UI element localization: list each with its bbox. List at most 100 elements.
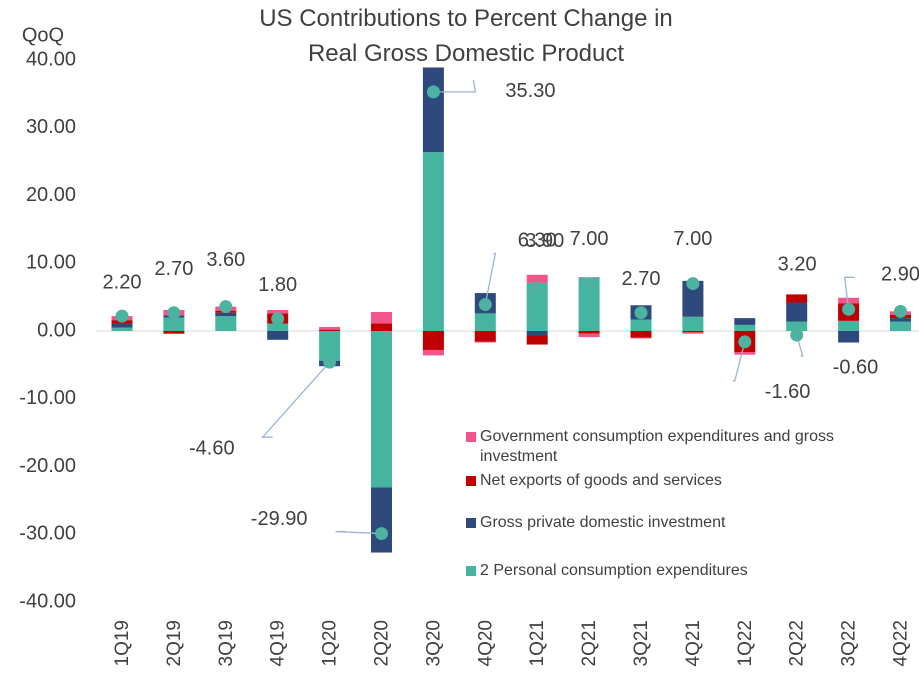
bar-segment bbox=[422, 331, 444, 350]
bar-segment bbox=[163, 317, 185, 331]
leader-line bbox=[335, 530, 382, 535]
bar-segment bbox=[578, 333, 600, 338]
leader-line bbox=[433, 79, 477, 93]
total-label: 2.20 bbox=[103, 271, 142, 293]
total-label: -1.60 bbox=[765, 381, 811, 403]
bar-segment bbox=[215, 312, 237, 317]
bar-segment bbox=[890, 321, 911, 331]
x-tick-label: 2Q20 bbox=[372, 620, 393, 666]
x-tick-label: 4Q19 bbox=[268, 620, 289, 666]
x-tick-label: 1Q19 bbox=[112, 620, 133, 666]
total-label: -29.90 bbox=[251, 508, 308, 530]
bar-segment bbox=[734, 324, 756, 331]
total-dot bbox=[426, 85, 440, 99]
x-tick-label: 3Q22 bbox=[839, 620, 860, 666]
x-tick-label: 3Q21 bbox=[631, 620, 652, 666]
bar-segment bbox=[682, 332, 704, 334]
chart-title: US Contributions to Percent Change in Rea… bbox=[259, 5, 673, 67]
bar-segment bbox=[474, 331, 496, 342]
legend-swatch bbox=[466, 476, 476, 486]
legend-swatch bbox=[466, 566, 476, 576]
legend-label: Government consumption expenditures and … bbox=[480, 428, 834, 465]
total-label: 2.70 bbox=[154, 258, 193, 280]
x-tick-label: 3Q19 bbox=[216, 620, 237, 666]
legend-swatch bbox=[466, 518, 476, 528]
total-dot bbox=[323, 355, 337, 369]
y-tick-label: -40.00 bbox=[19, 590, 76, 612]
y-tick-label: -10.00 bbox=[19, 387, 76, 409]
total-label: 1.80 bbox=[258, 274, 297, 296]
bar-segment bbox=[890, 318, 911, 322]
bar-segment bbox=[526, 282, 548, 331]
y-tick-label: 20.00 bbox=[26, 184, 76, 206]
bar-segment bbox=[578, 278, 600, 331]
y-tick-label: -20.00 bbox=[19, 455, 76, 477]
bar-segment bbox=[371, 323, 392, 331]
legend-label: 2 Personal consumption expenditures bbox=[480, 562, 748, 579]
total-dot bbox=[842, 302, 856, 316]
bar-segment bbox=[319, 331, 341, 361]
total-label: 3.60 bbox=[206, 249, 245, 271]
total-label: -0.60 bbox=[833, 356, 879, 378]
bar-segment bbox=[682, 331, 704, 333]
bar-segment bbox=[422, 67, 444, 153]
bar-segment bbox=[682, 316, 704, 331]
bar-segment bbox=[319, 329, 341, 331]
total-dot bbox=[167, 306, 181, 320]
legend-label: Gross private domestic investment bbox=[480, 514, 726, 531]
y-tick-label: 40.00 bbox=[26, 48, 76, 70]
total-dot bbox=[790, 328, 804, 342]
x-tick-label: 2Q22 bbox=[787, 620, 808, 666]
total-label: 7.00 bbox=[673, 228, 712, 250]
y-tick-label: -30.00 bbox=[19, 523, 76, 545]
bar-segment bbox=[163, 331, 185, 334]
total-dot bbox=[894, 304, 907, 318]
total-dot bbox=[478, 298, 492, 312]
bar-segment bbox=[734, 352, 756, 355]
total-dot bbox=[219, 300, 233, 314]
bar-segment bbox=[838, 320, 860, 331]
bar-segment bbox=[371, 312, 392, 324]
total-dot bbox=[271, 312, 285, 326]
leader-line bbox=[796, 334, 804, 357]
bar-segment bbox=[267, 309, 289, 314]
legend-swatch bbox=[466, 432, 476, 442]
bar-segment bbox=[630, 319, 652, 331]
total-label: 3.90 bbox=[525, 230, 564, 252]
x-tick-label: 1Q22 bbox=[735, 620, 756, 666]
bar-segment bbox=[371, 331, 392, 488]
bar-segment bbox=[526, 335, 548, 345]
y-tick-label: 30.00 bbox=[26, 116, 76, 138]
bar-segment bbox=[422, 349, 444, 356]
bar-segment bbox=[111, 323, 133, 328]
bar-segment bbox=[578, 331, 600, 334]
bar-segment bbox=[526, 331, 548, 336]
y-tick-label: 10.00 bbox=[26, 252, 76, 274]
bar-segment bbox=[630, 331, 652, 338]
bar-segment bbox=[838, 297, 860, 304]
leader-line bbox=[484, 252, 497, 305]
bar-segment bbox=[682, 280, 704, 317]
total-label: 2.90 bbox=[881, 264, 919, 286]
bar-segment bbox=[319, 326, 341, 330]
leader-line bbox=[732, 341, 746, 382]
total-dot bbox=[686, 277, 700, 291]
bar-segment bbox=[215, 316, 237, 331]
legend-label: Net exports of goods and services bbox=[480, 472, 722, 489]
y-tick-label: 0.00 bbox=[37, 319, 76, 341]
x-tick-label: 3Q20 bbox=[423, 620, 444, 666]
total-label: 2.70 bbox=[622, 268, 661, 290]
total-label: -4.60 bbox=[189, 437, 235, 459]
bar-segment bbox=[371, 487, 392, 553]
x-tick-label: 4Q22 bbox=[891, 620, 912, 666]
bar-segment bbox=[422, 152, 444, 331]
bar-segment bbox=[630, 337, 652, 339]
leader-line bbox=[261, 361, 331, 438]
bar-segment bbox=[474, 313, 496, 331]
bar-segment bbox=[267, 331, 289, 340]
total-dot bbox=[375, 527, 388, 541]
x-tick-label: 1Q21 bbox=[527, 620, 548, 666]
total-dot bbox=[582, 277, 596, 291]
total-label: 35.30 bbox=[505, 80, 555, 102]
total-dot bbox=[115, 309, 129, 323]
